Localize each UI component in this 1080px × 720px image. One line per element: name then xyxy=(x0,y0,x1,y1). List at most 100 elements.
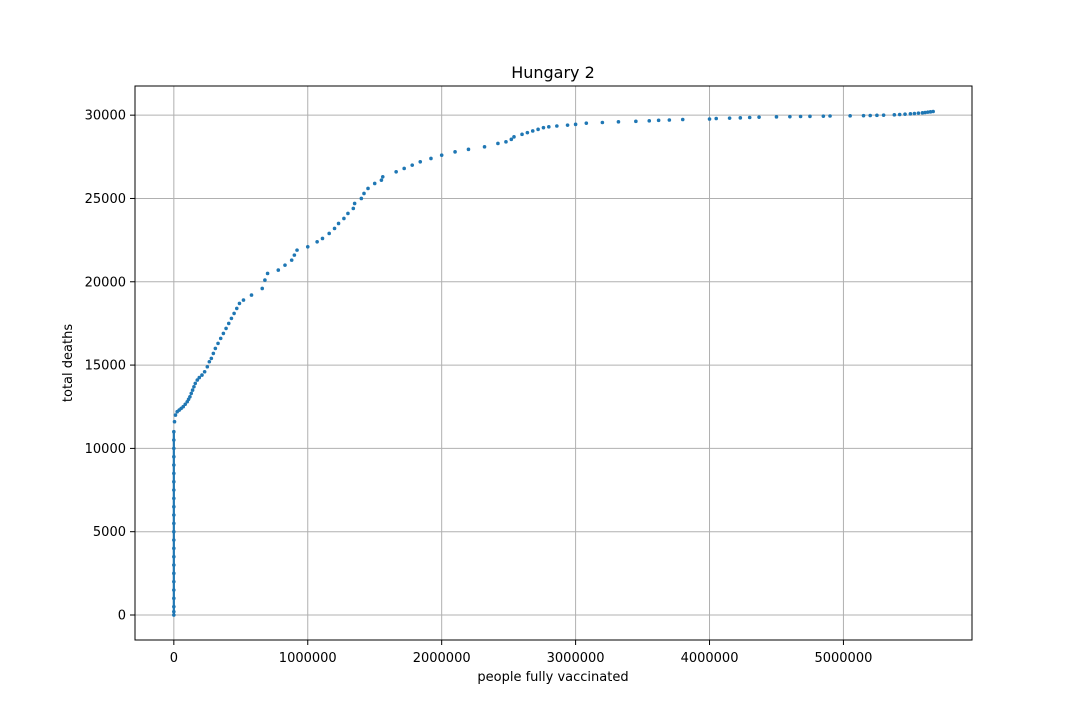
data-point xyxy=(908,112,913,116)
data-point xyxy=(379,178,384,182)
data-point xyxy=(195,378,200,382)
data-point xyxy=(714,116,719,121)
data-point xyxy=(931,109,935,114)
x-tick-label: 2000000 xyxy=(413,651,471,666)
data-point xyxy=(600,120,605,125)
data-point xyxy=(757,115,761,119)
x-axis-label: people fully vaccinated xyxy=(477,670,628,685)
data-point xyxy=(482,145,487,149)
data-point xyxy=(520,132,524,137)
data-point xyxy=(289,258,294,262)
data-point xyxy=(188,394,192,399)
data-point xyxy=(707,117,712,121)
data-point xyxy=(283,263,287,267)
y-tick-label: 20000 xyxy=(85,275,126,290)
data-point xyxy=(207,359,212,364)
data-point xyxy=(394,170,398,174)
data-point xyxy=(861,113,866,118)
data-point xyxy=(276,268,281,272)
x-axis-ticks: 0 1000000 2000000 3000000 4000000 5000000 xyxy=(170,640,872,666)
data-point xyxy=(332,226,337,231)
data-point xyxy=(920,111,925,115)
data-point xyxy=(181,404,186,409)
y-tick-label: 0 xyxy=(118,609,126,624)
y-tick-label: 25000 xyxy=(85,192,126,207)
data-point xyxy=(496,141,500,146)
data-point xyxy=(573,122,578,127)
data-point xyxy=(213,346,218,351)
data-point xyxy=(808,114,812,119)
data-point xyxy=(881,113,886,117)
data-point xyxy=(916,111,921,115)
data-point xyxy=(234,306,239,311)
data-point xyxy=(359,196,364,201)
data-point xyxy=(237,301,242,306)
data-point xyxy=(260,286,265,291)
data-point xyxy=(875,113,879,118)
data-point xyxy=(912,111,917,116)
data-point xyxy=(892,113,897,117)
data-point xyxy=(509,137,514,142)
data-point xyxy=(221,331,226,336)
data-point xyxy=(738,116,743,120)
data-point xyxy=(512,135,516,139)
data-point xyxy=(232,311,236,316)
data-point xyxy=(656,118,661,123)
data-point xyxy=(295,248,299,252)
data-point xyxy=(848,114,852,118)
data-point xyxy=(218,336,223,341)
data-point xyxy=(788,114,792,119)
data-point xyxy=(336,221,341,226)
data-point xyxy=(439,153,444,157)
data-point xyxy=(429,156,433,161)
grid xyxy=(135,86,972,640)
data-point xyxy=(680,117,685,122)
data-point xyxy=(189,391,194,396)
data-point xyxy=(211,351,216,356)
data-point xyxy=(205,364,210,369)
data-point xyxy=(351,206,356,211)
data-point xyxy=(453,150,457,154)
data-point xyxy=(224,326,228,331)
x-tick-label: 1000000 xyxy=(279,651,337,666)
data-point xyxy=(410,163,415,167)
data-point xyxy=(821,114,826,118)
data-point xyxy=(380,175,385,179)
data-point xyxy=(584,121,589,125)
data-point xyxy=(547,125,551,129)
data-point xyxy=(903,112,907,116)
data-point xyxy=(173,413,178,417)
data-point xyxy=(926,110,930,114)
data-point xyxy=(320,236,325,241)
data-point xyxy=(923,110,927,115)
data-point xyxy=(172,419,177,424)
data-point xyxy=(897,112,902,117)
data-point xyxy=(828,114,832,118)
x-tick-label: 4000000 xyxy=(681,651,739,666)
data-point xyxy=(362,191,366,196)
y-tick-label: 15000 xyxy=(85,359,126,374)
data-point xyxy=(197,375,202,380)
data-point xyxy=(315,239,319,244)
data-point xyxy=(727,116,732,120)
data-point xyxy=(241,298,246,302)
data-point xyxy=(229,316,234,321)
data-point xyxy=(504,140,508,144)
data-point xyxy=(555,124,559,128)
data-point xyxy=(216,341,220,346)
y-tick-label: 10000 xyxy=(85,442,126,457)
data-point xyxy=(352,201,357,206)
data-point xyxy=(798,114,803,119)
data-point xyxy=(525,130,530,135)
data-point xyxy=(541,125,546,130)
data-point xyxy=(265,271,270,276)
y-axis-ticks: 0 5000 10000 15000 20000 25000 30000 xyxy=(85,109,135,624)
data-point xyxy=(209,356,214,361)
y-axis-label: total deaths xyxy=(61,324,76,402)
data-point xyxy=(536,127,540,132)
y-tick-label: 5000 xyxy=(93,525,126,540)
data-point xyxy=(372,181,377,186)
data-point xyxy=(263,278,267,282)
data-point xyxy=(305,244,310,249)
